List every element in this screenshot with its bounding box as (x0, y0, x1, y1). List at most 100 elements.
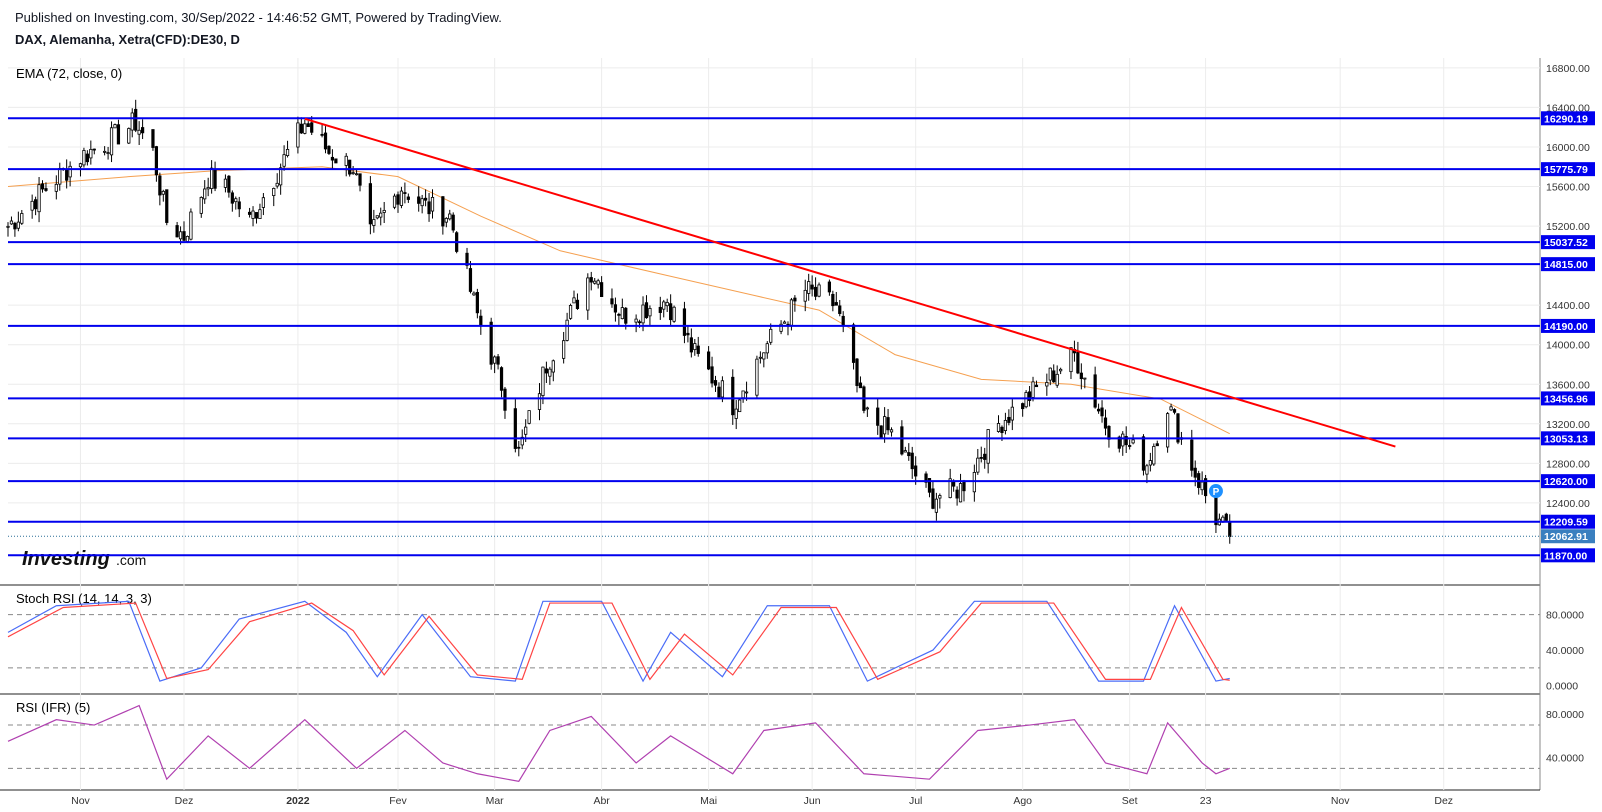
level-price-label: 15775.79 (1544, 164, 1588, 176)
candle-body (934, 498, 938, 513)
candle-body (468, 268, 473, 292)
candle-body (272, 188, 276, 196)
candle-body (762, 352, 766, 360)
y-tick-label: 14000.00 (1546, 340, 1590, 352)
ema-indicator-label: EMA (72, close, 0) (16, 66, 122, 81)
candle-body (247, 211, 252, 215)
y-tick-label: 14400.00 (1546, 300, 1590, 312)
candle-body (931, 488, 935, 509)
candle-body (420, 198, 424, 207)
y-tick-label: 15200.00 (1546, 221, 1590, 233)
candle-body (1203, 478, 1208, 497)
level-price-tag (1541, 474, 1595, 489)
level-price-tag (1541, 235, 1595, 250)
y-tick-label: 15600.00 (1546, 182, 1590, 194)
candle-body (855, 358, 859, 386)
candle-body (354, 173, 359, 176)
candle-body (624, 307, 628, 324)
candle-body (427, 201, 431, 215)
candle-body (575, 299, 580, 309)
candle-body (1190, 439, 1194, 471)
candle-body (810, 284, 814, 290)
candle-body (303, 123, 307, 134)
candle-body (16, 221, 20, 229)
candle-body (178, 231, 183, 240)
candle-body (310, 122, 314, 133)
candle-body (137, 129, 141, 135)
candle-body (600, 282, 604, 298)
candle-body (903, 450, 907, 453)
candle-body (807, 281, 811, 294)
candle-body (375, 215, 379, 219)
candle-body (13, 222, 17, 230)
candle-body (9, 220, 14, 225)
candle-body (479, 315, 483, 327)
candle-body (620, 307, 624, 320)
candle-body (793, 297, 797, 302)
candle-body (109, 127, 114, 156)
candle-body (1141, 436, 1146, 471)
candle-body (1193, 467, 1197, 478)
candle-body (448, 213, 452, 220)
candle-body (637, 321, 642, 324)
x-tick-label: Nov (1331, 795, 1350, 807)
candle-body (406, 196, 410, 200)
candle-body (423, 197, 428, 201)
x-tick-label: Dez (1434, 795, 1453, 807)
candle-body (548, 368, 552, 377)
grid-layer (0, 58, 1541, 791)
candle-body (37, 184, 41, 213)
candle-body (223, 178, 228, 188)
candle-body (403, 192, 407, 194)
x-tick-label: Dez (175, 795, 194, 807)
candle-body (744, 391, 749, 394)
price-pane[interactable]: EMA (72, close, 0) Investing .com P (6, 66, 1540, 570)
candle-body (889, 429, 894, 433)
candle-body (841, 315, 845, 326)
candle-body (1000, 426, 1004, 434)
candle-body (165, 189, 169, 223)
candle-body (282, 154, 286, 167)
candle-body (524, 426, 528, 435)
y-tick-label: 12800.00 (1546, 458, 1590, 470)
candle-body (958, 483, 963, 503)
candle-body (682, 308, 687, 336)
candle-body (541, 366, 545, 396)
candle-body (731, 376, 735, 416)
candle-body (669, 303, 673, 321)
candle-body (496, 356, 500, 365)
candle-body (285, 148, 290, 157)
candle-body (1069, 347, 1073, 373)
rsi-pane[interactable]: RSI (IFR) (5) (7, 700, 1540, 783)
candle-body (89, 148, 93, 159)
level-price-tag (1541, 431, 1595, 446)
y-tick-label: 16800.00 (1546, 63, 1590, 75)
candle-body (330, 156, 335, 161)
stoch-y-tick-label: 40.0000 (1546, 645, 1584, 657)
candle-body (644, 302, 649, 319)
candle-body (261, 197, 266, 208)
x-tick-label: Ago (1013, 795, 1032, 807)
level-price-label: 13053.13 (1544, 433, 1588, 445)
stoch-rsi-pane[interactable]: Stoch RSI (14, 14, 3, 3) (7, 591, 1540, 683)
x-tick-label: Mai (700, 795, 717, 807)
candle-body (417, 196, 421, 204)
candle-body (1214, 494, 1218, 526)
candle-body (803, 289, 807, 302)
candle-body (517, 446, 521, 449)
candle-body (641, 304, 645, 324)
candle-body (392, 195, 397, 208)
rsi-y-tick-label: 80.0000 (1546, 709, 1584, 721)
candle-body (876, 407, 880, 426)
y-tick-label: 13600.00 (1546, 379, 1590, 391)
candle-body (161, 190, 165, 195)
candle-body (68, 165, 72, 178)
candle-body (320, 133, 324, 136)
candle-body (693, 343, 697, 351)
candle-body (586, 277, 590, 311)
candle-body (706, 351, 711, 370)
candle-body (544, 368, 549, 374)
rsi-label: RSI (IFR) (5) (16, 700, 90, 715)
candle-body (199, 197, 203, 214)
